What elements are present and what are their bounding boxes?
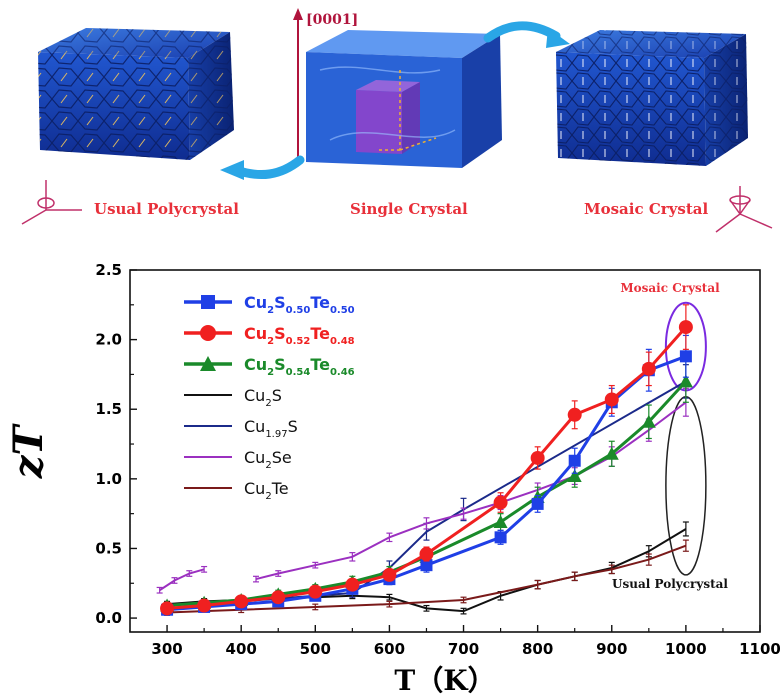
legend-item: Cu2S (184, 386, 282, 409)
data-point (160, 601, 175, 616)
legend-label: Cu2Se (244, 448, 292, 471)
data-point (679, 350, 692, 363)
series-Cu2S0.52Te0.48 (160, 304, 693, 616)
x-tick-label: 1000 (665, 640, 707, 658)
data-point (494, 531, 507, 544)
series-line (159, 568, 205, 592)
y-tick-label: 1.5 (95, 400, 122, 418)
x-tick-label: 500 (300, 640, 331, 658)
legend-label: Cu2S0.52Te0.48 (244, 324, 355, 347)
polycrystal-illustration (38, 28, 234, 160)
legend-label: Cu2S (244, 386, 282, 409)
label-single-crystal: Single Crystal (350, 200, 468, 218)
data-point (234, 594, 249, 609)
y-tick-label: 0.5 (95, 539, 122, 557)
series-line (255, 401, 687, 581)
y-tick-label: 0.0 (95, 609, 122, 627)
legend-marker (200, 356, 216, 371)
x-tick-label: 300 (151, 640, 182, 658)
data-point (271, 590, 286, 605)
plot-frame (129, 269, 761, 633)
legend-marker (201, 295, 215, 309)
data-point (567, 407, 582, 422)
legend-label: Cu2S0.50Te0.50 (244, 293, 355, 316)
data-point (308, 584, 323, 599)
coordinate-icon-left (21, 180, 82, 225)
data-point (568, 454, 581, 467)
legend-item: Cu2S0.50Te0.50 (184, 293, 355, 316)
y-axis-label: zT (5, 423, 52, 480)
data-point (641, 361, 656, 376)
single-crystal-illustration (293, 8, 502, 168)
data-point (678, 374, 693, 388)
series-line (167, 544, 687, 614)
legend-label: Cu1.97S (244, 417, 298, 440)
data-point (678, 320, 693, 335)
y-tick-label: 2.5 (95, 261, 122, 279)
x-tick-label: 600 (374, 640, 405, 658)
data-point (345, 577, 360, 592)
y-tick-label: 2.0 (95, 331, 122, 349)
coordinate-icon-right (715, 186, 773, 233)
legend-item: Cu2Se (184, 448, 292, 471)
legend-item: Cu1.97S (184, 417, 298, 440)
legend-item: Cu2S0.54Te0.46 (184, 355, 355, 378)
data-point (531, 497, 544, 510)
x-tick-label: 800 (522, 640, 553, 658)
x-tick-label: 400 (226, 640, 257, 658)
data-point (493, 495, 508, 510)
legend-label: Cu2S0.54Te0.46 (244, 355, 355, 378)
data-point (493, 515, 508, 529)
label-usual-polycrystal: Usual Polycrystal (94, 200, 239, 218)
x-tick-label: 700 (448, 640, 479, 658)
legend-item: Cu2S0.52Te0.48 (184, 324, 355, 347)
data-point (530, 450, 545, 465)
data-point (382, 567, 397, 582)
annotation-mosaic-crystal: Mosaic Crystal (620, 281, 720, 295)
data-point (420, 559, 433, 572)
data-point (419, 547, 434, 562)
legend-marker (200, 325, 216, 341)
annotation-usual-polycrystal: Usual Polycrystal (612, 577, 728, 591)
transition-arrows (220, 21, 570, 180)
mosaic-crystal-illustration (556, 30, 748, 166)
x-tick-label: 900 (596, 640, 627, 658)
x-tick-label: 1100 (739, 640, 780, 658)
data-point (604, 446, 619, 460)
direction-label: [0001] (306, 12, 358, 28)
x-axis-label: T（K） (394, 664, 495, 696)
legend: Cu2S0.50Te0.50 Cu2S0.52Te0.48 Cu2S0.54Te0.… (184, 293, 355, 502)
label-mosaic-crystal: Mosaic Crystal (584, 200, 708, 218)
legend-label: Cu2Te (244, 479, 289, 502)
data-point (567, 469, 582, 483)
data-point (604, 392, 619, 407)
data-point (197, 598, 212, 613)
legend-item: Cu2Te (184, 479, 289, 502)
zt-chart: 300 400 500 600 700 800 900 1000 1100 0.0 0.5 1.0 1.… (5, 261, 780, 696)
data-point (641, 414, 656, 428)
y-tick-label: 1.0 (95, 470, 122, 488)
